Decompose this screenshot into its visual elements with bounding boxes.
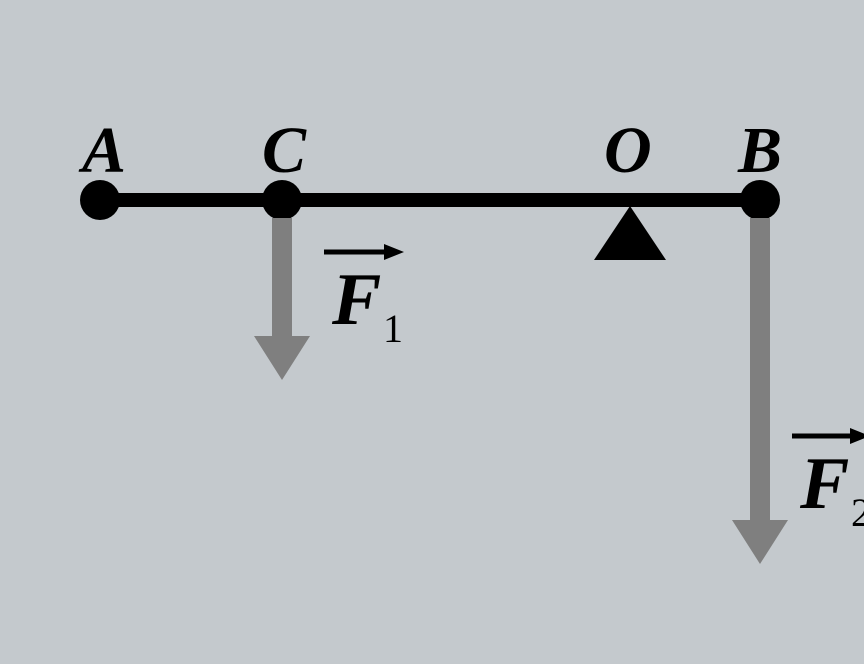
force-F1 xyxy=(254,218,310,380)
label-O: O xyxy=(604,114,652,187)
label-F2: F 2 xyxy=(792,428,864,535)
label-F1-letter: F xyxy=(331,259,381,341)
force-F2 xyxy=(732,218,788,564)
label-F2-subscript: 2 xyxy=(851,490,864,535)
label-A: A xyxy=(78,114,126,187)
lever-diagram: A C O B F 1 F 2 xyxy=(0,0,864,664)
label-F2-letter: F xyxy=(799,443,849,525)
label-B: B xyxy=(737,114,782,187)
label-F1-subscript: 1 xyxy=(383,306,403,351)
label-C: C xyxy=(262,114,307,187)
label-F1: F 1 xyxy=(324,244,404,351)
fulcrum xyxy=(594,206,666,260)
